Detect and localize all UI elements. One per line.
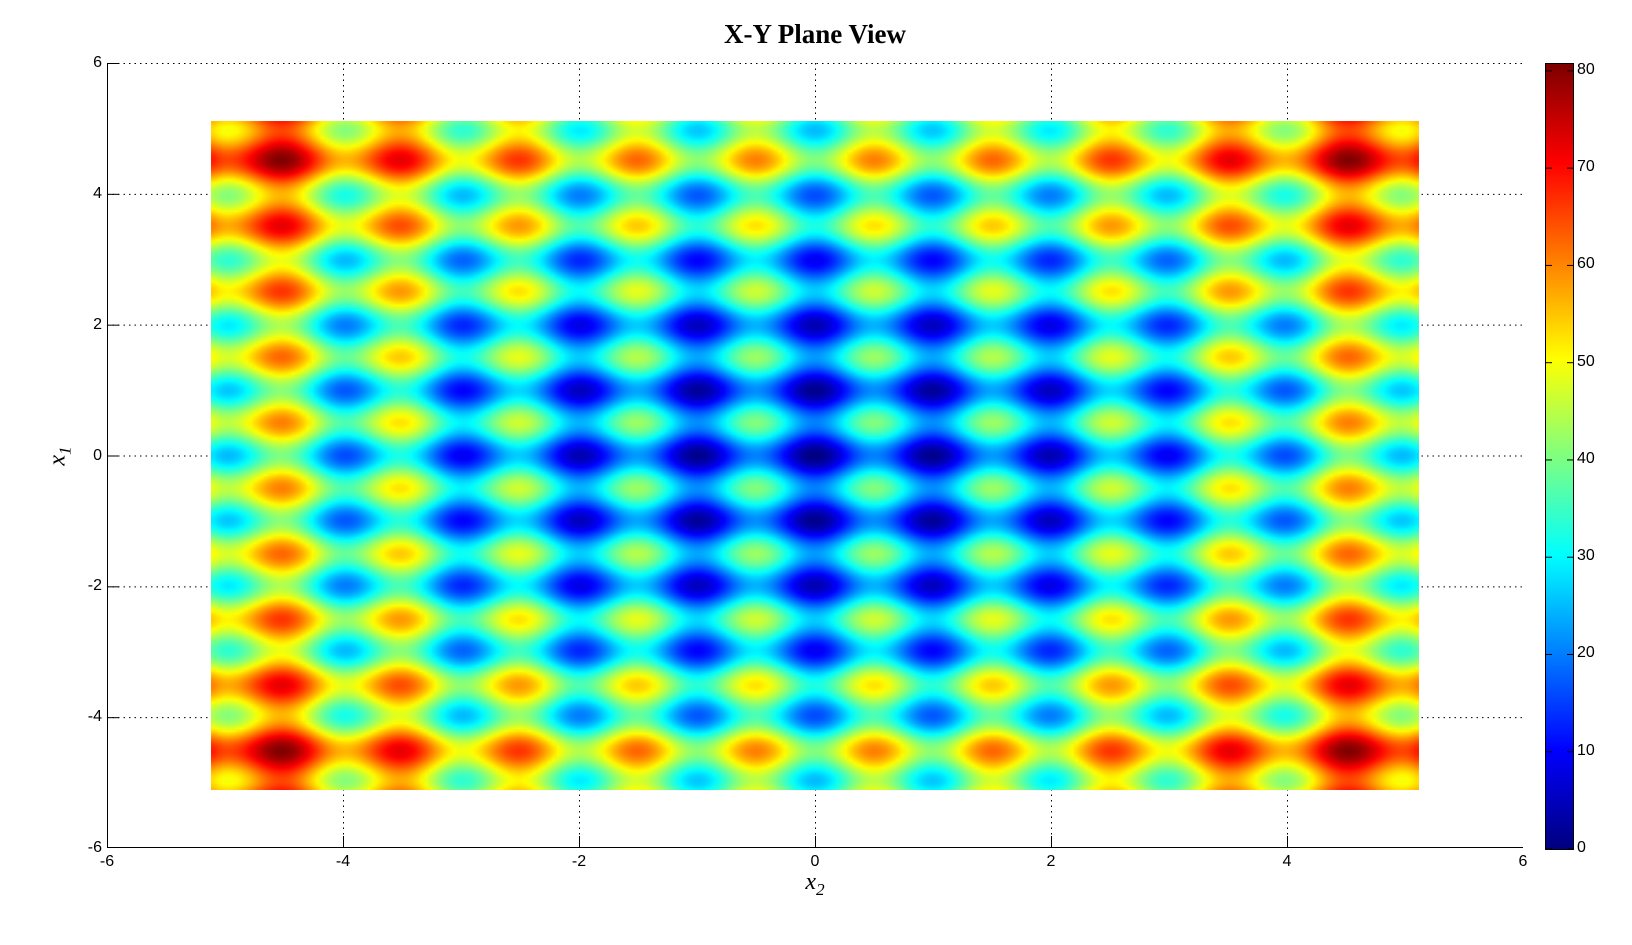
colorbar-tick-label: 70 bbox=[1577, 158, 1595, 176]
x-tick-label: -2 bbox=[571, 853, 587, 870]
y-tick-label: -2 bbox=[87, 577, 102, 595]
plot-area bbox=[107, 63, 1523, 848]
colorbar-tick-label: 50 bbox=[1577, 352, 1595, 370]
colorbar-tick-label: 10 bbox=[1577, 741, 1595, 759]
x-tick-label: 6 bbox=[1518, 853, 1528, 870]
colorbar-ticks bbox=[1546, 70, 1573, 849]
colorbar-tick-label: 30 bbox=[1577, 547, 1595, 565]
y-tick-label: -6 bbox=[87, 839, 102, 856]
x-axis-label-sub: 2 bbox=[816, 879, 825, 899]
colorbar-tick-label: 0 bbox=[1577, 839, 1586, 856]
y-axis-label: x1 bbox=[45, 446, 76, 465]
colorbar-tick-label: 60 bbox=[1577, 255, 1595, 273]
x-tick-label: -6 bbox=[99, 853, 115, 870]
y-tick-label: 2 bbox=[93, 315, 102, 333]
colorbar-tick-label: 80 bbox=[1577, 60, 1595, 78]
x-tick-label: 2 bbox=[1046, 853, 1056, 870]
y-tick-label: 4 bbox=[93, 184, 102, 202]
y-tick-label: -4 bbox=[87, 708, 102, 726]
x-axis-label: x2 bbox=[107, 869, 1523, 900]
colorbar bbox=[1545, 63, 1574, 850]
heatmap-canvas bbox=[210, 120, 1420, 791]
y-tick-label: 0 bbox=[93, 446, 102, 464]
y-tick-label: 6 bbox=[93, 54, 102, 71]
axes-and-ticks bbox=[107, 63, 1523, 848]
chart-title: X-Y Plane View bbox=[724, 19, 906, 49]
colorbar-tick-label: 40 bbox=[1577, 449, 1595, 467]
x-tick-label: 0 bbox=[810, 853, 820, 870]
x-axis-label-base: x bbox=[805, 869, 816, 895]
colorbar-tick-label: 20 bbox=[1577, 644, 1595, 662]
x-tick-label: 4 bbox=[1282, 853, 1292, 870]
colorbar-canvas bbox=[1546, 64, 1573, 849]
y-axis-label-sub: 1 bbox=[55, 446, 75, 455]
y-axis-label-base: x bbox=[44, 454, 71, 466]
x-tick-label: -4 bbox=[335, 853, 351, 870]
